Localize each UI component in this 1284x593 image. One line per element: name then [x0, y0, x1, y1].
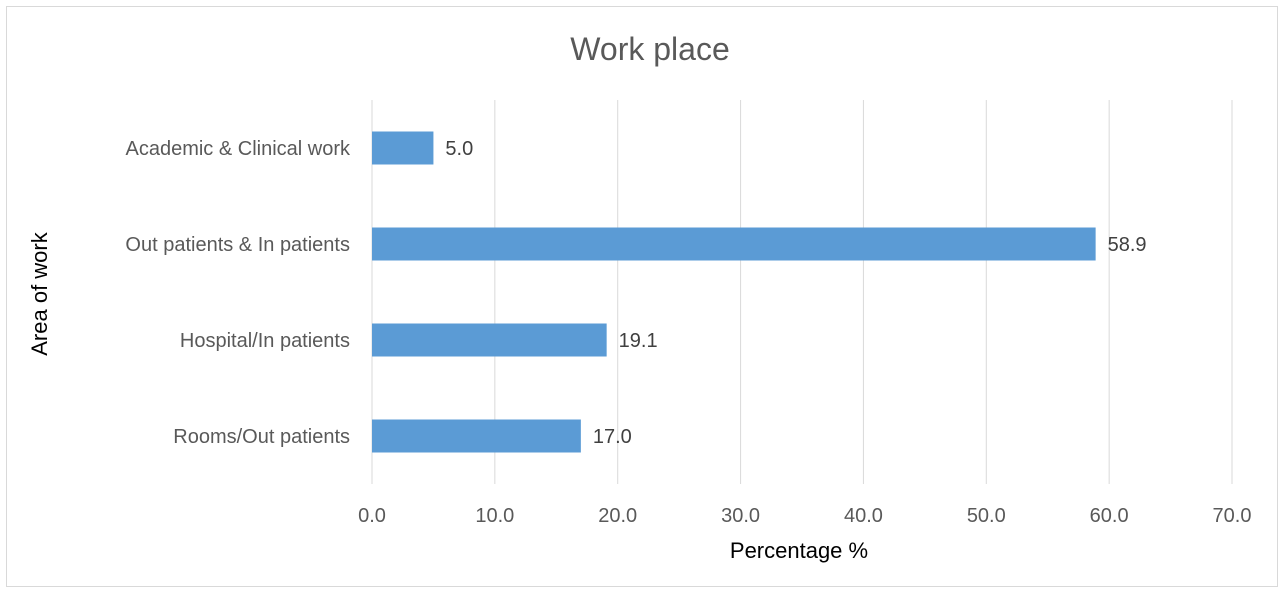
category-label: Out patients & In patients — [125, 234, 350, 256]
chart-title: Work place — [570, 31, 729, 67]
x-tick-label: 10.0 — [475, 505, 514, 527]
bar — [372, 131, 434, 165]
category-label: Academic & Clinical work — [125, 138, 351, 160]
category-label: Rooms/Out patients — [173, 426, 350, 448]
data-labels: 5.0 58.9 19.1 17.0 — [445, 138, 1146, 448]
data-label: 58.9 — [1108, 234, 1147, 256]
data-label: 17.0 — [593, 426, 632, 448]
x-tick-label: 60.0 — [1090, 505, 1129, 527]
x-tick-label: 40.0 — [844, 505, 883, 527]
x-tick-label: 0.0 — [358, 505, 386, 527]
bar — [372, 227, 1096, 261]
x-axis-tick-labels: 0.0 10.0 20.0 30.0 40.0 50.0 60.0 70.0 — [358, 505, 1251, 527]
bars — [372, 131, 1096, 453]
x-tick-label: 20.0 — [598, 505, 637, 527]
x-tick-label: 70.0 — [1213, 505, 1252, 527]
x-axis-title: Percentage % — [730, 538, 868, 563]
category-labels: Academic & Clinical work Out patients & I… — [125, 138, 351, 448]
y-axis-title: Area of work — [27, 231, 52, 355]
x-tick-label: 50.0 — [967, 505, 1006, 527]
bar — [372, 419, 581, 453]
data-label: 19.1 — [619, 330, 658, 352]
x-tick-label: 30.0 — [721, 505, 760, 527]
bar — [372, 323, 607, 357]
data-label: 5.0 — [445, 138, 473, 160]
category-label: Hospital/In patients — [180, 330, 350, 352]
chart-area — [6, 6, 1278, 587]
